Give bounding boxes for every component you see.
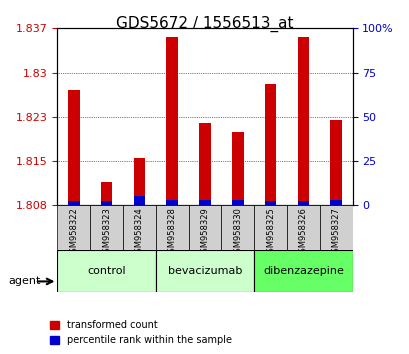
FancyBboxPatch shape: [57, 205, 90, 250]
FancyBboxPatch shape: [90, 205, 123, 250]
Text: GSM958324: GSM958324: [135, 207, 144, 258]
Bar: [297, 201, 308, 205]
FancyBboxPatch shape: [221, 205, 254, 250]
FancyBboxPatch shape: [286, 205, 319, 250]
Legend: transformed count, percentile rank within the sample: transformed count, percentile rank withi…: [46, 316, 236, 349]
FancyBboxPatch shape: [188, 205, 221, 250]
Bar: [101, 182, 112, 205]
Text: GSM958328: GSM958328: [167, 207, 176, 258]
Bar: [133, 196, 145, 205]
Bar: [330, 120, 341, 205]
Bar: [68, 201, 79, 205]
Bar: [264, 201, 276, 205]
Text: GSM958326: GSM958326: [298, 207, 307, 258]
FancyBboxPatch shape: [319, 205, 352, 250]
FancyBboxPatch shape: [57, 250, 155, 292]
FancyBboxPatch shape: [123, 205, 155, 250]
Bar: [101, 201, 112, 205]
Text: GDS5672 / 1556513_at: GDS5672 / 1556513_at: [116, 16, 293, 32]
Text: GSM958325: GSM958325: [265, 207, 274, 258]
Bar: [133, 158, 145, 205]
Bar: [68, 90, 79, 205]
Bar: [166, 37, 178, 205]
Text: GSM958323: GSM958323: [102, 207, 111, 258]
Text: control: control: [87, 266, 126, 276]
Text: GSM958322: GSM958322: [69, 207, 78, 258]
Bar: [199, 200, 210, 205]
Text: dibenzazepine: dibenzazepine: [262, 266, 343, 276]
Bar: [166, 200, 178, 205]
Text: GSM958327: GSM958327: [331, 207, 340, 258]
Bar: [297, 37, 308, 205]
Bar: [330, 200, 341, 205]
Bar: [231, 132, 243, 205]
FancyBboxPatch shape: [155, 205, 188, 250]
Bar: [199, 123, 210, 205]
Text: bevacizumab: bevacizumab: [167, 266, 242, 276]
Text: agent: agent: [8, 276, 40, 286]
Bar: [231, 200, 243, 205]
FancyBboxPatch shape: [155, 250, 254, 292]
Text: GSM958329: GSM958329: [200, 207, 209, 258]
Bar: [264, 84, 276, 205]
FancyBboxPatch shape: [254, 250, 352, 292]
FancyBboxPatch shape: [254, 205, 286, 250]
Text: GSM958330: GSM958330: [233, 207, 242, 258]
